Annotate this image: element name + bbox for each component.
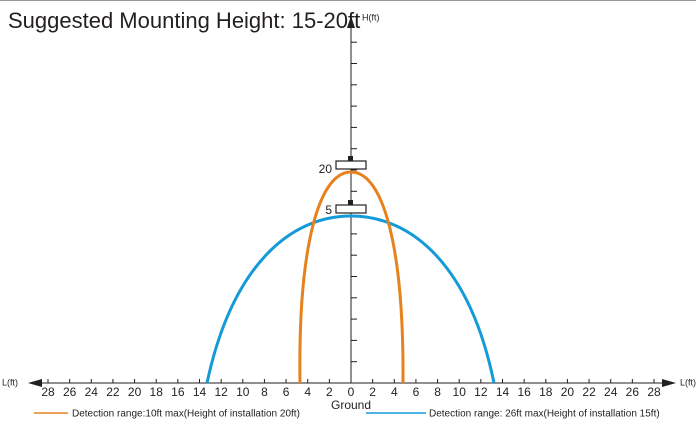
x-tick-label: 26 — [63, 385, 77, 399]
x-axis-arrow-right — [662, 379, 676, 387]
x-tick-label: 22 — [582, 385, 596, 399]
x-tick-label: 6 — [283, 385, 290, 399]
x-ticks: 28 26 24 22 20 18 16 14 12 10 8 6 4 2 0 2 4 6 8 10 12 14 16 18 2… — [41, 379, 661, 399]
x-tick-label: 10 — [236, 385, 250, 399]
lamp-20ft — [335, 156, 367, 170]
x-tick-label: 20 — [128, 385, 142, 399]
x-tick-label: 22 — [106, 385, 120, 399]
x-tick-label: 20 — [561, 385, 575, 399]
legend-text: Detection range:10ft max(Height of insta… — [72, 409, 300, 420]
x-tick-label: 18 — [150, 385, 164, 399]
legend-text: Detection range: 26ft max(Height of inst… — [429, 409, 660, 420]
x-axis-arrow-left — [28, 379, 42, 387]
y-tick-label: 5 — [325, 203, 332, 217]
x-tick-label: 16 — [171, 385, 185, 399]
x-tick-label: 4 — [391, 385, 398, 399]
x-tick-label: 6 — [413, 385, 420, 399]
x-tick-label: 18 — [539, 385, 553, 399]
ground-label: Ground — [331, 398, 371, 412]
detection-curve-20ft — [298, 170, 405, 384]
x-tick-label: 8 — [261, 385, 268, 399]
x-tick-label: 2 — [326, 385, 333, 399]
x-axis-label-right: L(ft) — [680, 377, 696, 387]
y-axis-arrow — [347, 16, 355, 28]
x-axis-label-left: L(ft) — [2, 377, 18, 387]
x-tick-label: 2 — [369, 385, 376, 399]
lamp-15ft — [335, 200, 367, 214]
detection-curve-15ft — [205, 214, 496, 384]
x-tick-label: 24 — [85, 385, 99, 399]
x-tick-label: 28 — [647, 385, 661, 399]
x-tick-label: 14 — [496, 385, 510, 399]
x-tick-label: 24 — [604, 385, 618, 399]
x-tick-label: 12 — [474, 385, 488, 399]
x-tick-label: 12 — [214, 385, 228, 399]
x-tick-label: 4 — [304, 385, 311, 399]
y-tick-label: 20 — [319, 162, 333, 176]
x-tick-label: 26 — [626, 385, 640, 399]
x-tick-label: 14 — [193, 385, 207, 399]
x-tick-label: 28 — [41, 385, 55, 399]
x-tick-label: 16 — [517, 385, 531, 399]
title: Suggested Mounting Height: 15-20ft — [8, 8, 360, 33]
x-tick-label: 8 — [434, 385, 441, 399]
x-tick-label: 10 — [453, 385, 467, 399]
y-axis-label: H(ft) — [362, 12, 380, 22]
x-tick-label: 0 — [348, 385, 355, 399]
